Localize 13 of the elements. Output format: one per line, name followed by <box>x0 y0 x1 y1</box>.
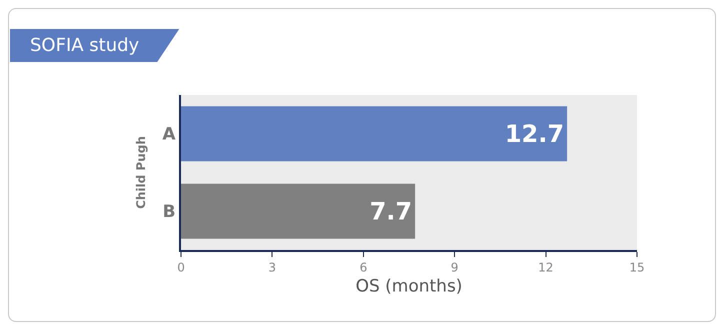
data-label: 7.7 <box>370 197 412 226</box>
x-tick-label: 3 <box>268 260 276 274</box>
data-label: 12.7 <box>504 120 564 148</box>
x-tick-label: 15 <box>629 260 645 274</box>
y-tick-label: B <box>162 202 176 222</box>
x-axis-title: OS (months) <box>356 276 462 296</box>
x-tick-label: 0 <box>177 260 185 274</box>
chart-title: SOFIA study <box>10 29 180 62</box>
x-tick-label: 12 <box>538 260 554 274</box>
x-tick-label: 9 <box>450 260 458 274</box>
x-tick-label: 6 <box>360 260 368 274</box>
y-axis-title: Child Pugh <box>134 136 148 209</box>
y-tick-label: A <box>162 124 176 145</box>
